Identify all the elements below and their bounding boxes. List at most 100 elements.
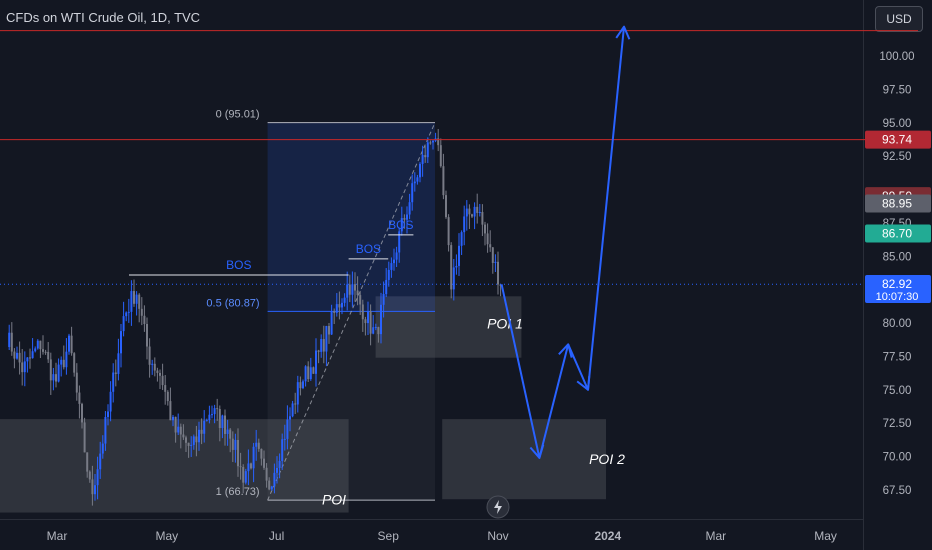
candle-body [52,374,55,381]
candle [29,348,31,369]
candle-body [369,311,372,334]
lightning-icon[interactable] [486,495,510,519]
candle-body [393,259,395,264]
candle [481,204,484,237]
candle [294,392,297,414]
candle [221,414,224,439]
candle-body [426,142,429,158]
candle [484,221,486,246]
candle-body [73,353,76,373]
candle-body [161,375,164,386]
candle-body [68,335,70,352]
candle [213,404,216,424]
candle-body [26,357,29,362]
price-badge-value: 82.92 [882,277,912,291]
candle-body [13,351,16,359]
poi-zone [0,419,349,513]
candle-body [450,245,453,290]
price-tick-label: 75.00 [883,385,912,397]
candle-body [374,327,377,329]
candle [237,428,239,477]
candle-body [452,267,455,290]
candle-body [439,145,442,167]
candle [120,323,122,368]
candle [468,204,471,229]
poi-label: POI [322,492,346,508]
candle-body [338,304,341,308]
candle [203,410,206,443]
candle-body [359,295,362,305]
candle [62,345,65,370]
candle-body [96,469,99,486]
candle [177,413,180,436]
candle [424,145,427,163]
candle [408,193,411,220]
candle-body [125,312,128,317]
candle [39,340,42,359]
candle-body [237,439,239,467]
candle-body [86,452,89,472]
candle [13,348,16,369]
candle [135,291,138,316]
candle [151,359,154,375]
candle-body [159,372,161,376]
time-tick-label: Jul [269,529,284,543]
candle [88,470,91,483]
candle [190,436,193,457]
candle-body [117,353,120,374]
candle [338,291,341,320]
candle [140,297,143,326]
time-tick-label: Mar [47,529,68,543]
candle-body [387,269,390,280]
candle [65,338,68,375]
candle-body [213,408,216,415]
price-tick-label: 92.50 [883,151,912,163]
price-badge-value: 86.70 [882,227,912,241]
chart-title: CFDs on WTI Crude Oil, 1D, TVC [6,10,201,25]
candle [18,341,21,375]
candle [471,213,473,219]
candle-body [55,374,57,382]
candle [413,172,416,192]
candle [244,468,247,485]
currency-selector-button[interactable]: USD [875,6,923,32]
candle-body [221,415,224,428]
candle-body [408,202,411,215]
candle-body [81,403,83,423]
candle-body [317,350,320,352]
candle-body [229,429,232,439]
candle-body [247,463,250,472]
candle-body [494,261,497,263]
fib-level-label: 0 (95.01) [216,109,260,121]
candle-body [78,392,81,404]
candle-body [286,419,289,439]
candle-body [429,142,432,144]
candle-body [294,403,297,405]
candle [211,405,213,419]
candle-body [403,218,406,220]
candle-body [325,326,328,352]
price-badge-value: 93.74 [882,133,912,147]
candle [276,456,278,484]
candle-body [104,416,107,444]
candle [161,363,164,391]
candle-body [10,332,13,352]
candle [499,283,502,297]
candle [476,193,479,224]
candle [273,463,276,494]
candle [465,200,468,231]
candle-body [424,155,427,158]
candle [47,342,50,363]
candle [359,290,362,315]
candle [205,418,208,422]
candle [169,387,172,421]
candle [255,429,258,461]
candle-body [208,414,211,421]
time-tick-label: Nov [487,529,508,543]
candle [374,323,377,331]
candle [10,322,13,356]
candle-body [302,381,304,389]
candle-body [164,385,167,392]
candle-body [133,291,135,304]
